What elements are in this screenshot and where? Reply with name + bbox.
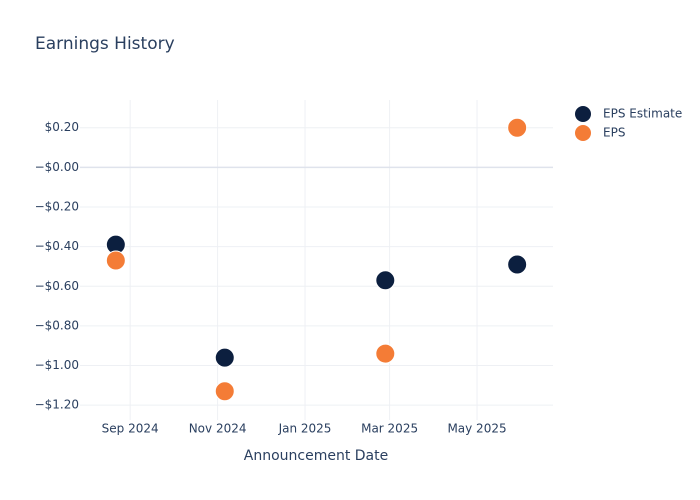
point bbox=[375, 270, 396, 291]
y-tick-label: −$1.20 bbox=[35, 398, 79, 412]
y-tick-label: −$0.40 bbox=[35, 239, 79, 253]
y-tick-label: −$0.00 bbox=[35, 160, 79, 174]
x-tick-label: Mar 2025 bbox=[361, 422, 418, 436]
y-tick-label: −$0.60 bbox=[35, 279, 79, 293]
point bbox=[507, 254, 528, 275]
x-tick-label: May 2025 bbox=[447, 422, 506, 436]
x-tick-label: Jan 2025 bbox=[278, 422, 332, 436]
point bbox=[375, 343, 396, 364]
legend-label: EPS Estimate bbox=[603, 107, 682, 121]
y-tick-label: $0.20 bbox=[45, 120, 79, 134]
point bbox=[214, 347, 235, 368]
x-axis-label: Announcement Date bbox=[244, 448, 388, 464]
x-tick-label: Nov 2024 bbox=[189, 422, 247, 436]
chart-title: Earnings History bbox=[35, 34, 175, 54]
x-tick-label: Sep 2024 bbox=[102, 422, 159, 436]
y-tick-label: −$0.20 bbox=[35, 199, 79, 213]
y-tick-label: −$0.80 bbox=[35, 318, 79, 332]
y-tick-label: −$1.00 bbox=[35, 358, 79, 372]
point bbox=[507, 117, 528, 138]
point bbox=[105, 250, 126, 271]
legend-marker bbox=[575, 125, 591, 141]
point bbox=[214, 381, 235, 402]
legend-label: EPS bbox=[603, 126, 625, 140]
legend-marker bbox=[575, 106, 591, 122]
